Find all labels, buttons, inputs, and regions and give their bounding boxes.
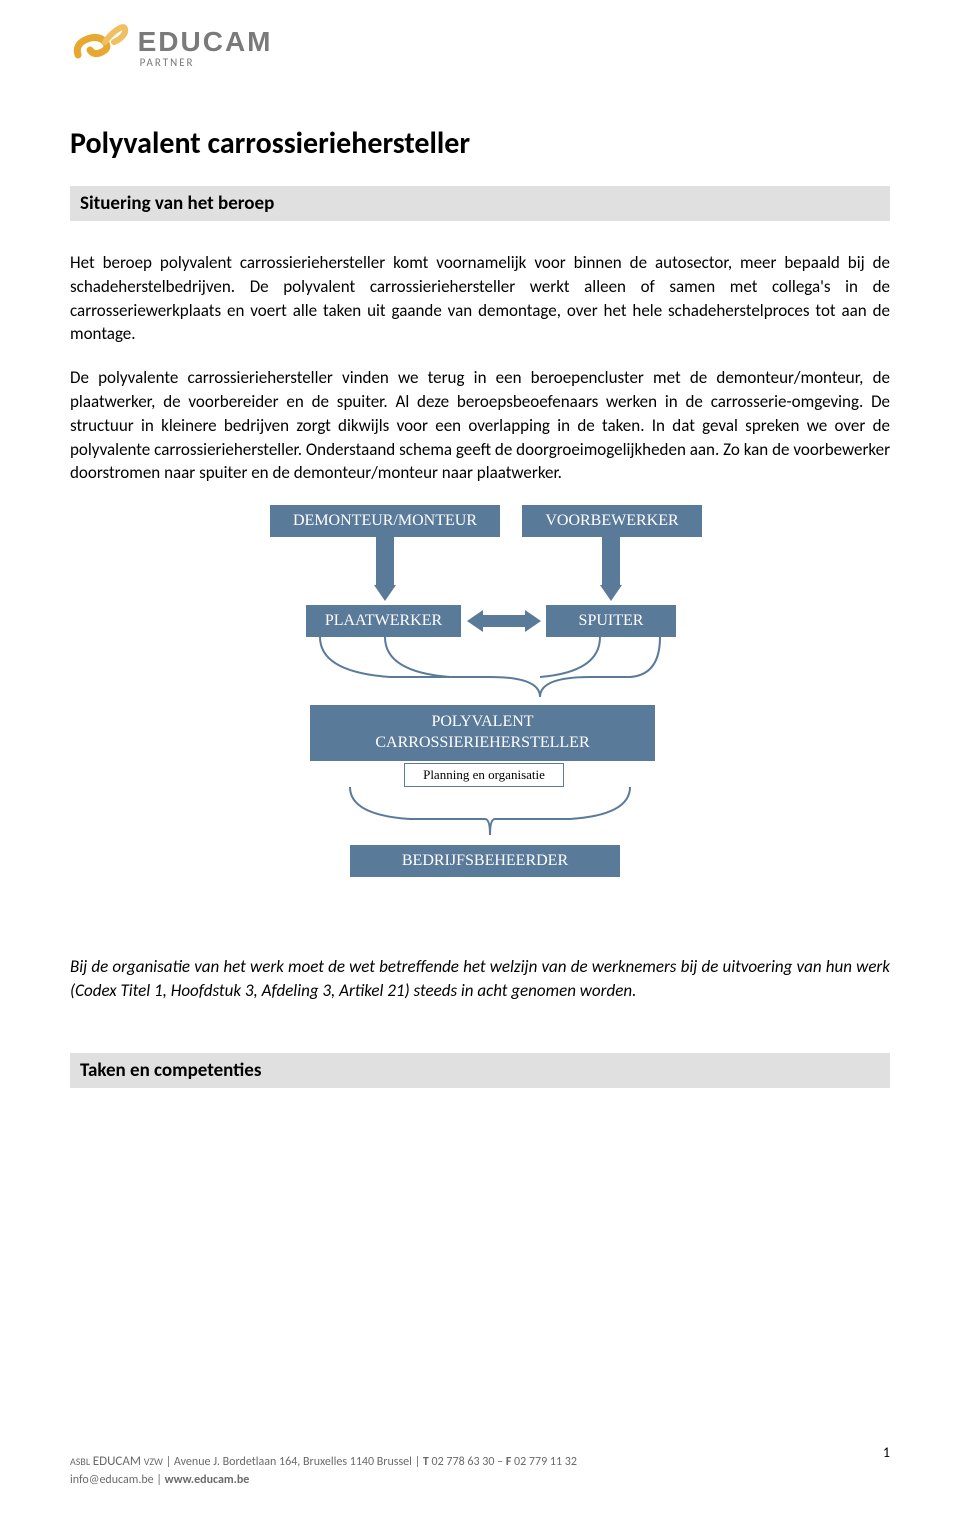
arrow-demonteur-plaatwerker <box>376 537 394 585</box>
arrow-head-icon <box>374 585 396 601</box>
paragraph-intro-1: Het beroep polyvalent carrossierieherste… <box>70 251 890 346</box>
curve-connector-icon <box>290 637 690 705</box>
polyvalent-line-1: POLYVALENT <box>431 712 533 733</box>
logo-container: EDUCAM PARTNER <box>70 20 890 75</box>
arrow-head-icon <box>600 585 622 601</box>
section-header-taken: Taken en competenties <box>70 1053 890 1088</box>
footer-educam: EDUCAM <box>93 1454 141 1469</box>
footer-address: | Avenue J. Bordetlaan 164, Bruxelles 11… <box>163 1455 423 1469</box>
diagram-box-spuiter: SPUITER <box>546 605 676 637</box>
diagram-box-bedrijf: BEDRIJFSBEHEERDER <box>350 845 620 877</box>
curve-connector-icon <box>330 787 650 845</box>
diagram-box-polyvalent: POLYVALENT CARROSSIERIEHERSTELLER <box>310 705 655 761</box>
footer-website: www.educam.be <box>165 1473 250 1487</box>
arrow-voorbewerker-spuiter <box>602 537 620 585</box>
footer-email: info@educam.be | <box>70 1473 165 1487</box>
arrow-plaatwerker-spuiter <box>483 615 525 627</box>
logo-main-text: EDUCAM <box>138 26 273 58</box>
logo-text-block: EDUCAM PARTNER <box>138 26 273 69</box>
paragraph-legal-note: Bij de organisatie van het werk moet de … <box>70 955 890 1003</box>
diagram-box-plaatwerker: PLAATWERKER <box>306 605 461 637</box>
polyvalent-line-2: CARROSSIERIEHERSTELLER <box>375 733 589 754</box>
diagram-box-voorbewerker: VOORBEWERKER <box>522 505 702 537</box>
footer-tel: 02 778 63 30 – <box>429 1455 506 1469</box>
arrow-head-icon <box>467 610 483 632</box>
paragraph-intro-2: De polyvalente carrossieriehersteller vi… <box>70 366 890 485</box>
arrow-head-icon <box>525 610 541 632</box>
page-title: Polyvalent carrossieriehersteller <box>70 125 890 162</box>
section-header-situering: Situering van het beroep <box>70 186 890 221</box>
logo-swirl-icon <box>70 20 130 75</box>
footer-fax: 02 779 11 32 <box>511 1455 577 1469</box>
footer-asbl: ASBL <box>70 1455 90 1468</box>
diagram-container: DEMONTEUR/MONTEUR VOORBEWERKER PLAATWERK… <box>70 505 890 925</box>
diagram-box-planning: Planning en organisatie <box>404 763 564 787</box>
diagram-box-demonteur: DEMONTEUR/MONTEUR <box>270 505 500 537</box>
footer-vzw: VZW <box>144 1455 163 1468</box>
page-footer: ASBL EDUCAM VZW | Avenue J. Bordetlaan 1… <box>70 1452 890 1490</box>
career-flowchart: DEMONTEUR/MONTEUR VOORBEWERKER PLAATWERK… <box>230 505 730 925</box>
